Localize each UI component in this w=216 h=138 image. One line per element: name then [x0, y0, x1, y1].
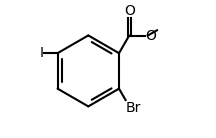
Text: I: I — [40, 46, 44, 60]
Text: O: O — [146, 29, 157, 43]
Text: O: O — [124, 4, 135, 18]
Text: Br: Br — [126, 101, 141, 115]
